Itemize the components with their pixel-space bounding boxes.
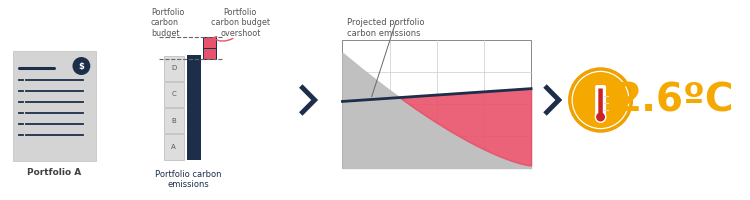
Text: Projected portfolio
carbon emissions: Projected portfolio carbon emissions	[347, 18, 425, 38]
Text: 2.6ºC: 2.6ºC	[615, 81, 735, 119]
Text: Portfolio
carbon budget
overshoot: Portfolio carbon budget overshoot	[211, 8, 270, 38]
Text: Portfolio carbon
emissions: Portfolio carbon emissions	[155, 170, 222, 189]
Circle shape	[595, 111, 607, 123]
Circle shape	[573, 72, 628, 128]
Circle shape	[73, 57, 90, 75]
Text: B: B	[171, 118, 176, 124]
FancyBboxPatch shape	[598, 88, 603, 114]
Text: D: D	[171, 65, 176, 71]
Text: $: $	[79, 62, 84, 71]
FancyBboxPatch shape	[343, 40, 531, 168]
FancyBboxPatch shape	[164, 55, 184, 81]
FancyBboxPatch shape	[595, 85, 606, 118]
Text: C: C	[171, 91, 176, 97]
Circle shape	[596, 112, 605, 121]
FancyBboxPatch shape	[164, 108, 184, 133]
FancyBboxPatch shape	[202, 37, 217, 59]
FancyBboxPatch shape	[13, 51, 96, 161]
Text: Portfolio
carbon
budget: Portfolio carbon budget	[151, 8, 184, 38]
FancyBboxPatch shape	[164, 82, 184, 107]
FancyBboxPatch shape	[164, 134, 184, 160]
Text: A: A	[171, 144, 176, 150]
FancyBboxPatch shape	[187, 55, 200, 160]
Text: Portfolio A: Portfolio A	[28, 168, 82, 177]
